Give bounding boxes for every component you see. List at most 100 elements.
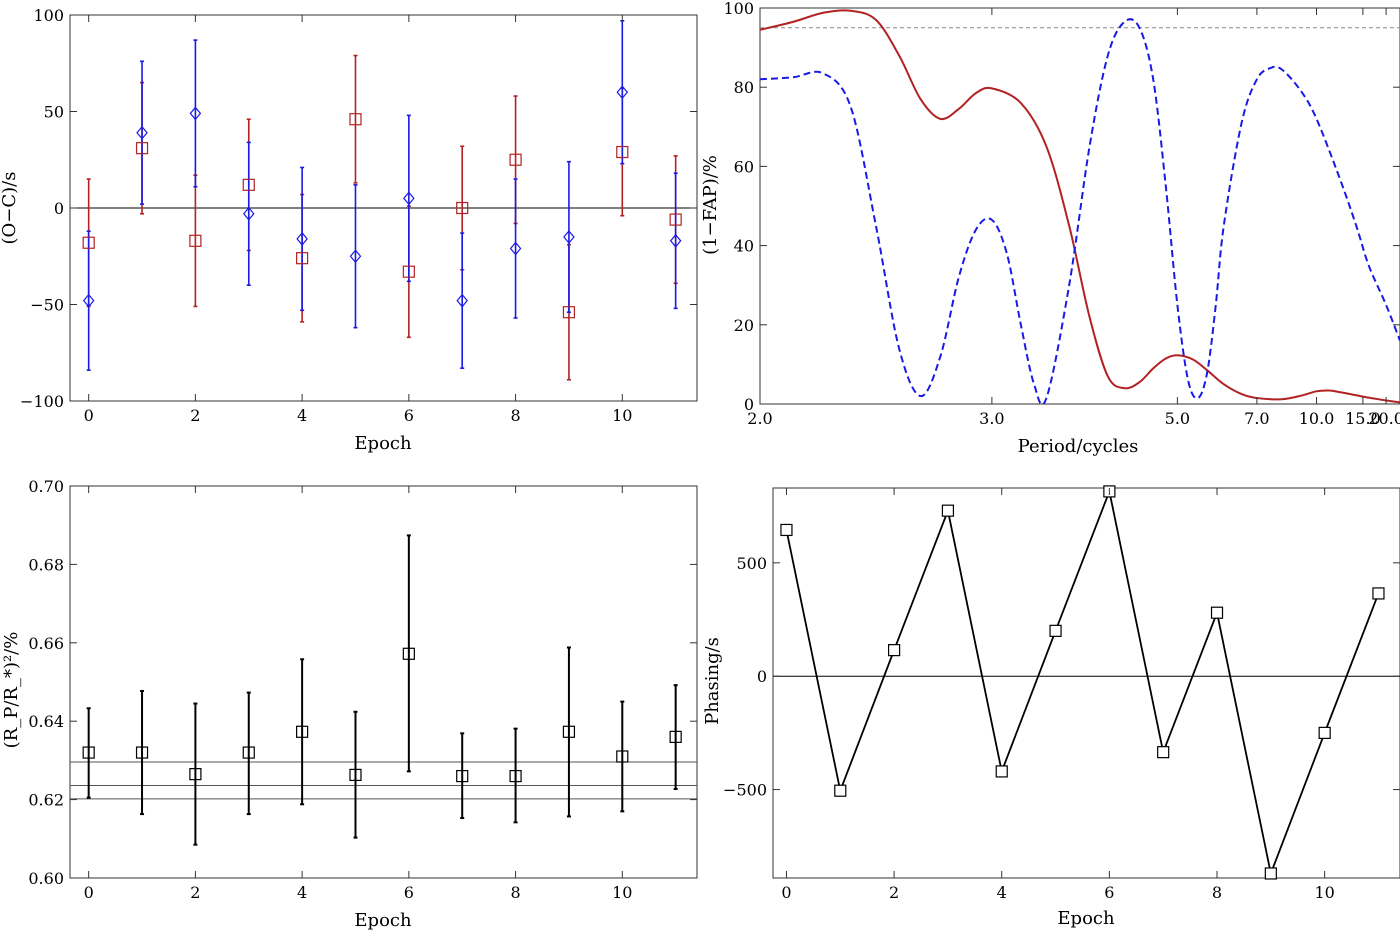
y-axis-title: Phasing/s [702, 637, 723, 725]
x-tick-label: 10 [612, 406, 632, 425]
data-point-diamond [563, 230, 575, 244]
x-tick-label: 10 [612, 883, 632, 902]
y-tick-label: 0.62 [28, 791, 64, 810]
data-point-diamond [296, 231, 308, 246]
x-tick-label: 3.0 [979, 409, 1004, 428]
y-tick-label: −500 [723, 781, 767, 800]
y-tick-label: 100 [723, 0, 754, 18]
x-tick-label: 2 [190, 406, 200, 425]
y-axis-title: (O−C)/s [0, 172, 20, 245]
data-point-square [1210, 606, 1224, 619]
data-point-square [1157, 746, 1170, 759]
x-tick-label: 0 [84, 883, 94, 902]
series-square [82, 534, 682, 846]
x-tick-label: 4 [297, 406, 307, 425]
plot-frame [69, 485, 698, 879]
y-tick-label: 20 [734, 316, 754, 335]
series-square [86, 54, 678, 381]
data-point-diamond [456, 293, 468, 308]
data-point-square [456, 201, 469, 215]
x-tick-label: 6 [1104, 883, 1114, 902]
series-line-solid [759, 9, 1400, 404]
data-point-diamond [616, 85, 629, 100]
y-axis-title: (R_P/R_*)²/% [1, 632, 22, 749]
data-point-square [1264, 867, 1277, 880]
data-point-square [669, 730, 682, 743]
data-point-diamond [349, 249, 362, 264]
panel-o-minus-c: 0 2 4 6 8 10 −100 −50 0 50 100 Epoch (O−C)/s [0, 6, 698, 454]
x-tick-label: 4 [297, 883, 307, 902]
x-tick-label: 8 [510, 883, 520, 902]
data-point-square [296, 252, 309, 265]
series-line-dashed [759, 18, 1400, 406]
data-point-square [562, 725, 576, 738]
data-point-square [402, 647, 415, 660]
markers-diamond [82, 85, 682, 308]
data-point-square [616, 750, 629, 763]
x-tick-label: 6 [404, 883, 414, 902]
y-tick-label: 0.66 [28, 634, 64, 653]
y-axis-title: (1−FAP)/% [700, 155, 721, 255]
x-axis-title: Period/cycles [1018, 436, 1139, 457]
y-tick-label: 40 [734, 237, 754, 256]
data-point-square [887, 644, 901, 657]
data-point-diamond [82, 293, 95, 308]
y-tick-label: 0 [54, 199, 64, 218]
y-tick-label: 50 [44, 103, 64, 122]
x-tick-label: 4 [997, 883, 1007, 902]
x-tick-label: 5.0 [1165, 409, 1190, 428]
data-point-square [135, 746, 149, 759]
x-tick-label: 0 [84, 406, 94, 425]
series-diamond [86, 19, 678, 371]
panel-periodogram: 2.0 3.0 5.0 7.0 10.0 15.020.0 0 20 40 60 80 100 Per… [700, 0, 1400, 457]
markers-square [82, 113, 682, 319]
data-point-square [135, 142, 149, 155]
data-point-square [349, 113, 362, 126]
plot-frame [772, 487, 1400, 879]
series-line [785, 488, 1380, 877]
data-point-diamond [669, 233, 682, 248]
data-point-square [509, 153, 522, 166]
data-point-diamond [403, 191, 415, 206]
panel-phasing: 0 2 4 6 8 10 −500 0 500 Epoch Phasing/s [702, 485, 1400, 929]
x-tick-label: 2 [190, 883, 200, 902]
data-point-square [941, 504, 955, 517]
plot-frame [759, 7, 1400, 405]
data-point-square [242, 746, 255, 759]
data-point-square [82, 236, 95, 249]
x-axis-title: Epoch [1057, 908, 1115, 929]
data-point-square [780, 523, 793, 537]
y-tick-label: 0 [744, 395, 754, 414]
y-tick-label: 0.64 [28, 712, 64, 731]
x-tick-label: 15.0 [1345, 409, 1381, 428]
x-tick-label: 7.0 [1244, 409, 1269, 428]
data-point-square [296, 725, 309, 738]
data-point-square [189, 234, 202, 247]
data-point-square [349, 768, 362, 782]
data-point-square [995, 765, 1008, 778]
y-tick-label: 0 [757, 667, 767, 686]
x-tick-label: 0 [781, 883, 791, 902]
data-point-square [189, 768, 202, 781]
x-tick-label: 20.0 [1368, 409, 1400, 428]
data-point-diamond [242, 206, 255, 221]
y-tick-label: 80 [734, 78, 754, 97]
data-point-square [669, 213, 682, 226]
x-tick-label: 10.0 [1299, 409, 1335, 428]
x-tick-label: 2 [889, 883, 899, 902]
data-point-square [82, 746, 95, 759]
y-tick-label: −50 [30, 296, 64, 315]
x-axis-title: Epoch [354, 433, 412, 454]
data-point-square [1049, 624, 1062, 637]
data-point-square [242, 178, 255, 191]
data-point-square [509, 769, 522, 783]
y-tick-label: −100 [20, 392, 64, 411]
x-tick-label: 8 [510, 406, 520, 425]
x-tick-label: 8 [1212, 883, 1222, 902]
x-tick-label: 6 [404, 406, 414, 425]
y-tick-label: 500 [736, 554, 767, 573]
y-tick-label: 0.70 [28, 477, 64, 496]
x-axis-title: Epoch [354, 910, 412, 931]
data-point-square [402, 265, 415, 278]
data-point-square [1372, 587, 1385, 600]
